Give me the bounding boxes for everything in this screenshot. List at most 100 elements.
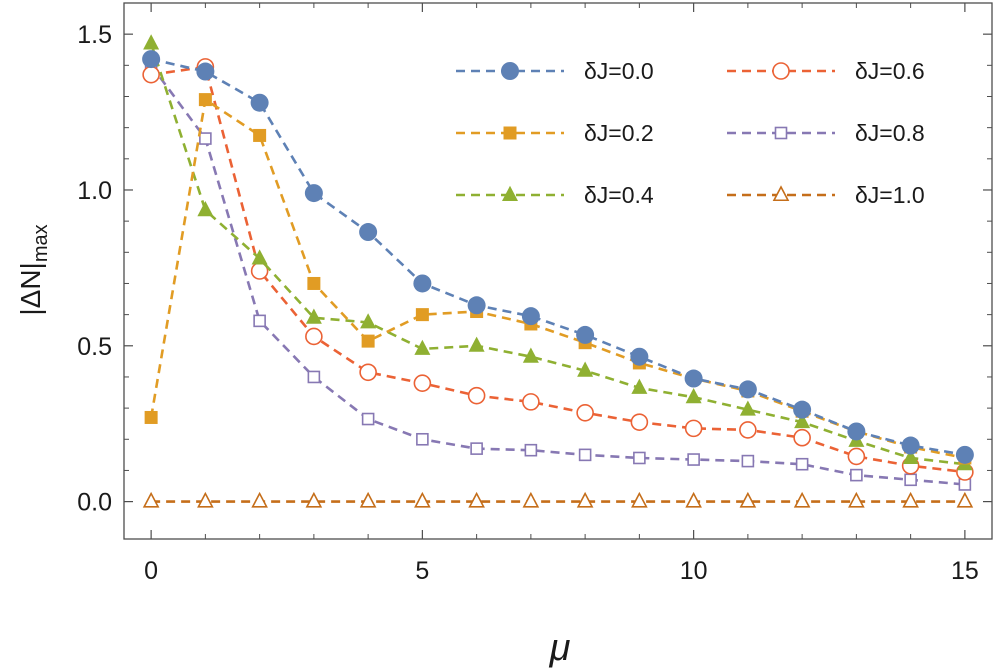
data-point — [741, 454, 755, 468]
data-point — [251, 491, 268, 508]
data-point — [413, 274, 432, 293]
legend-item: δJ=0.0 — [456, 58, 654, 84]
data-point — [304, 184, 323, 203]
legend-item: δJ=0.2 — [456, 120, 654, 146]
legend-label: δJ=0.2 — [584, 120, 654, 146]
data-point — [901, 436, 920, 455]
data-point — [577, 361, 594, 377]
data-point — [361, 412, 375, 426]
data-point — [793, 491, 811, 508]
data-point — [360, 313, 377, 329]
data-point — [847, 447, 866, 466]
x-tick-label: 5 — [415, 557, 429, 585]
data-point — [468, 491, 485, 508]
series — [142, 50, 974, 464]
data-point — [305, 327, 323, 346]
data-point — [416, 432, 429, 446]
series — [142, 491, 974, 508]
data-point — [795, 457, 809, 471]
data-point — [196, 62, 215, 81]
series-line — [149, 43, 966, 466]
data-point — [359, 363, 377, 382]
legend: δJ=0.0 δJ=0.2 δJ=0.4 δJ=0.6 δJ=0.8 δJ=1.0 — [456, 58, 925, 208]
series-layer — [142, 34, 974, 508]
data-point — [467, 386, 486, 405]
series — [143, 34, 973, 471]
legend-label: δJ=0.8 — [855, 120, 925, 146]
data-point — [143, 34, 160, 50]
data-point — [576, 403, 594, 422]
data-point — [414, 491, 431, 508]
data-point — [576, 491, 594, 508]
data-point — [468, 336, 485, 352]
y-axis-label-sub: max — [30, 224, 52, 262]
data-point — [955, 445, 974, 464]
data-point — [684, 369, 703, 388]
y-tick-label: 0.0 — [77, 489, 112, 517]
data-point — [142, 50, 161, 69]
y-tick-label: 1.5 — [77, 21, 112, 49]
plot-frame — [123, 2, 993, 540]
y-axis-label-main: |ΔN| — [15, 262, 46, 315]
legend-label: δJ=1.0 — [855, 182, 925, 208]
y-axis-label: |ΔN|max — [15, 224, 52, 315]
data-point — [848, 491, 865, 508]
data-point — [359, 223, 378, 242]
x-tick-label: 0 — [144, 557, 158, 585]
data-point — [361, 334, 375, 348]
data-point — [142, 65, 160, 84]
legend-marker — [502, 185, 518, 201]
legend-item: δJ=0.4 — [456, 182, 654, 208]
series-line — [150, 57, 966, 457]
data-point — [253, 128, 267, 142]
data-point — [198, 93, 212, 107]
data-point — [470, 442, 483, 455]
data-point — [793, 428, 811, 447]
legend-label: δJ=0.0 — [584, 58, 654, 84]
data-point — [142, 491, 160, 508]
y-tick-label: 1.0 — [77, 177, 112, 205]
data-point — [630, 347, 649, 366]
data-point — [633, 451, 646, 465]
legend-marker — [503, 126, 517, 140]
series-line — [149, 97, 966, 460]
data-point — [902, 491, 919, 508]
data-point — [250, 93, 269, 112]
data-point — [251, 249, 268, 265]
data-point — [685, 388, 702, 404]
data-point — [578, 448, 592, 462]
data-point — [631, 491, 648, 508]
y-tick-label: 0.5 — [77, 333, 112, 361]
data-point — [305, 491, 323, 508]
data-point — [414, 339, 431, 355]
data-point — [522, 393, 540, 411]
data-point — [253, 314, 266, 328]
data-point — [524, 443, 538, 457]
data-point — [305, 308, 322, 324]
data-point — [576, 325, 595, 344]
data-point — [850, 468, 863, 482]
data-point — [522, 491, 540, 508]
data-point — [904, 473, 917, 487]
axis-ticks: 0 5 10 15 0.0 0.5 1.0 1.5 — [77, 3, 992, 585]
data-point — [684, 419, 703, 438]
legend-item: δJ=1.0 — [727, 182, 925, 208]
data-point — [738, 380, 757, 399]
data-point — [793, 400, 812, 419]
legend-label: δJ=0.4 — [584, 182, 654, 208]
svg-text:|ΔN|max: |ΔN|max — [15, 224, 52, 315]
data-point — [902, 448, 919, 464]
data-point — [956, 491, 974, 508]
data-point — [794, 412, 811, 429]
legend-marker — [772, 62, 790, 80]
data-point — [685, 491, 702, 508]
legend-marker — [772, 185, 790, 202]
data-point — [631, 378, 648, 394]
series — [144, 59, 972, 491]
data-point — [415, 308, 429, 322]
data-point — [739, 491, 757, 508]
data-point — [467, 296, 486, 315]
x-tick-label: 10 — [680, 557, 708, 585]
series-line — [150, 64, 965, 486]
